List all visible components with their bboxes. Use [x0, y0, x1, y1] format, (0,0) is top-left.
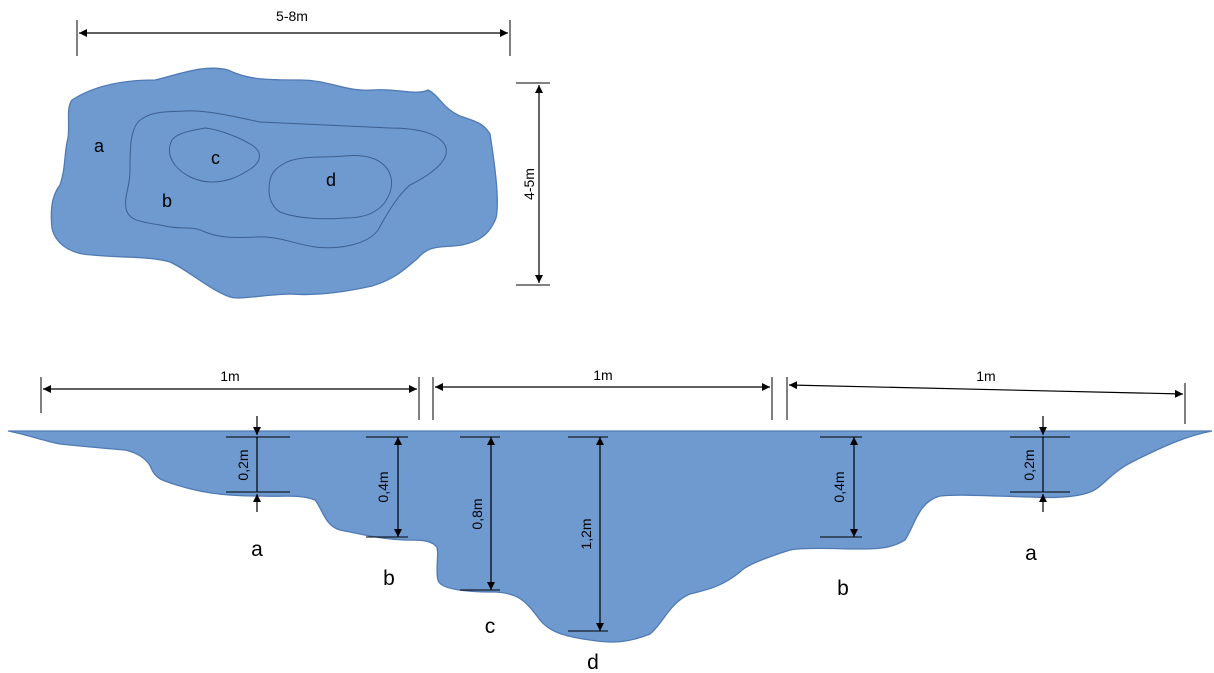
plan-width-label: 5-8m [276, 8, 308, 24]
plan-view: 5-8m 4-5m a b c d [50, 8, 550, 299]
depth-marker-c: 0,8m c [460, 436, 500, 638]
depth-label-6: 0,2m [1021, 449, 1037, 480]
depth-marker-b-left: 0,4m b [366, 436, 408, 590]
segment-dimension-2: 1m [432, 367, 773, 420]
depth-label-3: 0,8m [469, 498, 485, 529]
contour-c [168, 127, 260, 183]
section-zone-label-4: d [587, 651, 599, 673]
depth-label-4: 1,2m [578, 518, 594, 549]
plan-zone-c-label: c [211, 148, 220, 168]
contour-d [268, 155, 393, 220]
plan-width-dimension: 5-8m [76, 8, 511, 56]
pond-outline [50, 67, 498, 299]
plan-zone-d-label: d [326, 170, 336, 190]
contour-b [125, 110, 447, 249]
section-zone-label-6: a [1025, 542, 1037, 565]
plan-height-dimension: 4-5m [516, 82, 550, 286]
segment-label-1: 1m [220, 368, 239, 384]
section-profile [7, 430, 1213, 643]
section-zone-label-2: b [383, 567, 395, 590]
cross-section: 1m 1m 1m 0,2m a [7, 367, 1213, 673]
depth-marker-a-left: 0,2m a [226, 416, 290, 561]
depth-label-5: 0,4m [831, 471, 847, 502]
depth-marker-d: 1,2m d [568, 436, 608, 673]
depth-label-2: 0,4m [375, 471, 391, 502]
segment-dimension-3: 1m [786, 368, 1186, 424]
plan-zone-b-label: b [162, 191, 172, 211]
depth-marker-b-right: 0,4m b [820, 436, 862, 600]
plan-zone-a-label: a [94, 136, 105, 156]
segment-dimension-1: 1m [40, 368, 420, 420]
segment-label-3: 1m [976, 368, 995, 384]
segment-label-2: 1m [593, 367, 612, 383]
section-zone-label-3: c [485, 615, 496, 638]
depth-label-1: 0,2m [235, 449, 251, 480]
section-zone-label-1: a [251, 538, 263, 561]
plan-height-label: 4-5m [521, 168, 537, 200]
section-zone-label-5: b [837, 577, 849, 600]
depth-marker-a-right: 0,2m a [1010, 416, 1070, 565]
